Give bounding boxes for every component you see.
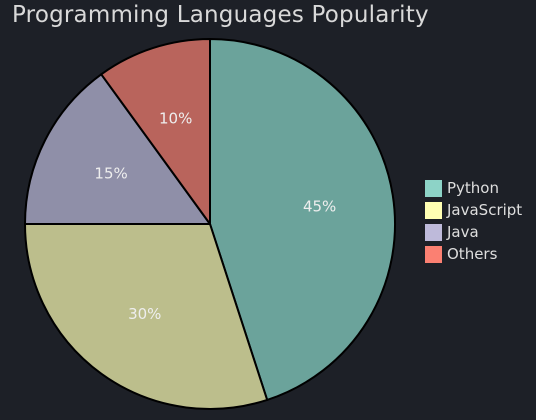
legend-item-others: Others xyxy=(425,243,522,265)
legend-label-java: Java xyxy=(447,223,479,241)
legend-label-javascript: JavaScript xyxy=(447,201,523,219)
legend-swatch-java xyxy=(425,223,442,241)
legend-swatch-javascript xyxy=(425,201,442,219)
legend-label-others: Others xyxy=(447,245,498,263)
chart-title: Programming Languages Popularity xyxy=(12,2,429,28)
legend-swatch-python xyxy=(425,179,442,197)
pie-slice-others xyxy=(100,38,211,225)
pie-label-java: 15% xyxy=(94,165,127,183)
chart-legend: Python JavaScript Java Others xyxy=(425,177,522,265)
legend-item-java: Java xyxy=(425,221,522,243)
pie-label-others: 10% xyxy=(159,109,192,127)
legend-swatch-others xyxy=(425,245,442,263)
pie-slice-javascript xyxy=(24,223,269,410)
legend-item-python: Python xyxy=(425,177,522,199)
pie-slice-python xyxy=(209,38,397,401)
pie-slice-java xyxy=(24,73,211,225)
legend-label-python: Python xyxy=(447,179,499,197)
pie-label-python: 45% xyxy=(303,198,336,216)
pie-label-javascript: 30% xyxy=(128,305,161,323)
pie-slices xyxy=(24,38,397,410)
legend-item-javascript: JavaScript xyxy=(425,199,522,221)
pie-slice-labels: 45% 30% 15% 10% xyxy=(94,109,336,322)
